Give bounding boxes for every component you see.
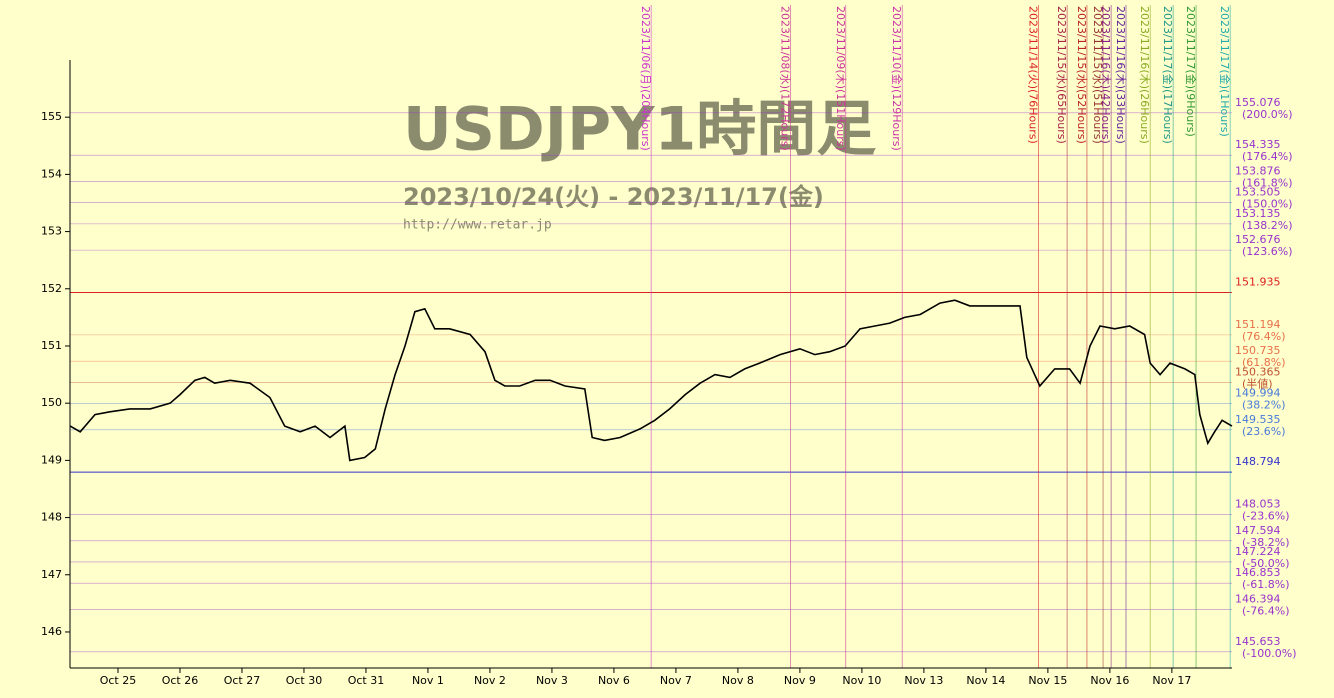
- x-tick-label: Oct 26: [162, 674, 199, 687]
- x-tick-label: Nov 15: [1028, 674, 1067, 687]
- x-tick-label: Nov 1: [412, 674, 444, 687]
- level-note: (150.0%): [1242, 198, 1293, 211]
- x-tick-label: Oct 31: [348, 674, 385, 687]
- level-note: (-61.8%): [1242, 578, 1290, 591]
- level-note: (176.4%): [1242, 150, 1293, 163]
- y-tick-label: 147: [41, 568, 62, 581]
- x-tick-label: Nov 9: [784, 674, 816, 687]
- level-label: 150.365: [1235, 365, 1281, 378]
- level-label: 148.794: [1235, 455, 1281, 468]
- level-label: 153.505: [1235, 186, 1281, 199]
- level-label: 148.053: [1235, 498, 1281, 511]
- y-tick-label: 149: [41, 453, 62, 466]
- x-tick-label: Nov 10: [842, 674, 881, 687]
- marker-label: 2023/11/15(水)(65Hours): [1055, 6, 1068, 144]
- level-label: 155.076: [1235, 96, 1281, 109]
- y-tick-label: 154: [41, 167, 62, 180]
- y-tick-label: 152: [41, 282, 62, 295]
- level-note: (-50.0%): [1242, 557, 1290, 570]
- chart-subtitle: 2023/10/24(火) - 2023/11/17(金): [403, 183, 824, 211]
- chart-title: USDJPY1時間足: [403, 95, 876, 165]
- level-label: 146.394: [1235, 592, 1281, 605]
- level-note: (76.4%): [1242, 330, 1286, 343]
- x-tick-label: Nov 6: [598, 674, 630, 687]
- marker-label: 2023/11/15(水)(52Hours): [1075, 6, 1088, 144]
- x-tick-label: Nov 13: [904, 674, 943, 687]
- y-tick-label: 148: [41, 511, 62, 524]
- marker-label: 2023/11/17(金)(17Hours): [1161, 6, 1175, 144]
- y-tick-label: 155: [41, 110, 62, 123]
- level-note: (半値): [1242, 376, 1273, 390]
- price-line: [69, 299, 1233, 462]
- x-tick-label: Nov 14: [966, 674, 1005, 687]
- marker-label: 2023/11/09(木)(151Hours): [834, 6, 847, 151]
- level-note: (123.6%): [1242, 245, 1293, 258]
- marker-label: 2023/11/16(木)(33Hours): [1114, 6, 1127, 144]
- y-tick-label: 151: [41, 339, 62, 352]
- x-tick-label: Nov 7: [660, 674, 692, 687]
- x-tick-label: Oct 27: [224, 674, 261, 687]
- x-tick-label: Nov 2: [474, 674, 506, 687]
- x-tick-label: Nov 16: [1090, 674, 1129, 687]
- y-tick-label: 153: [41, 225, 62, 238]
- level-label: 147.224: [1235, 545, 1281, 558]
- marker-label: 2023/11/14(火)(76Hours): [1027, 6, 1040, 144]
- level-label: 151.935: [1235, 276, 1281, 289]
- marker-label: 2023/11/15(水)(51Hours): [1091, 6, 1104, 144]
- level-label: 154.335: [1235, 138, 1281, 151]
- x-tick-label: Oct 25: [100, 674, 137, 687]
- y-tick-label: 150: [41, 396, 62, 409]
- level-note: (-76.4%): [1242, 604, 1290, 617]
- marker-label: 2023/11/08(水)(172Hours): [779, 6, 792, 151]
- level-note: (200.0%): [1242, 108, 1293, 121]
- level-note: (161.8%): [1242, 176, 1293, 189]
- level-label: 150.735: [1235, 344, 1281, 357]
- x-tick-label: Nov 8: [722, 674, 754, 687]
- x-tick-label: Oct 30: [286, 674, 323, 687]
- marker-label: 2023/11/17(金)(9Hours): [1184, 6, 1198, 137]
- level-label: 149.994: [1235, 387, 1281, 400]
- level-note: (38.2%): [1242, 399, 1286, 412]
- marker-label: 2023/11/16(木)(42Hours): [1099, 6, 1112, 144]
- level-note: (-23.6%): [1242, 510, 1290, 523]
- marker-label: 2023/11/06(月)(204Hours): [639, 6, 652, 151]
- level-label: 146.853: [1235, 566, 1281, 579]
- marker-label: 2023/11/10(金)(129Hours): [890, 6, 904, 151]
- level-note: (138.2%): [1242, 219, 1293, 232]
- marker-label: 2023/11/16(木)(26Hours): [1138, 6, 1151, 144]
- level-label: 151.194: [1235, 318, 1281, 331]
- level-note: (-100.0%): [1242, 647, 1297, 660]
- marker-label: 2023/11/17(金)(1Hours): [1218, 6, 1232, 137]
- level-label: 152.676: [1235, 233, 1281, 246]
- level-note: (61.8%): [1242, 356, 1286, 369]
- y-tick-label: 146: [41, 625, 62, 638]
- x-tick-label: Nov 17: [1152, 674, 1191, 687]
- source: http://www.retar.jp: [403, 218, 552, 233]
- level-label: 153.135: [1235, 207, 1281, 220]
- level-note: (-38.2%): [1242, 536, 1290, 549]
- level-label: 147.594: [1235, 524, 1281, 537]
- level-label: 153.876: [1235, 164, 1281, 177]
- x-tick-label: Nov 3: [536, 674, 568, 687]
- level-note: (23.6%): [1242, 425, 1286, 438]
- level-label: 145.653: [1235, 635, 1281, 648]
- level-label: 149.535: [1235, 413, 1281, 426]
